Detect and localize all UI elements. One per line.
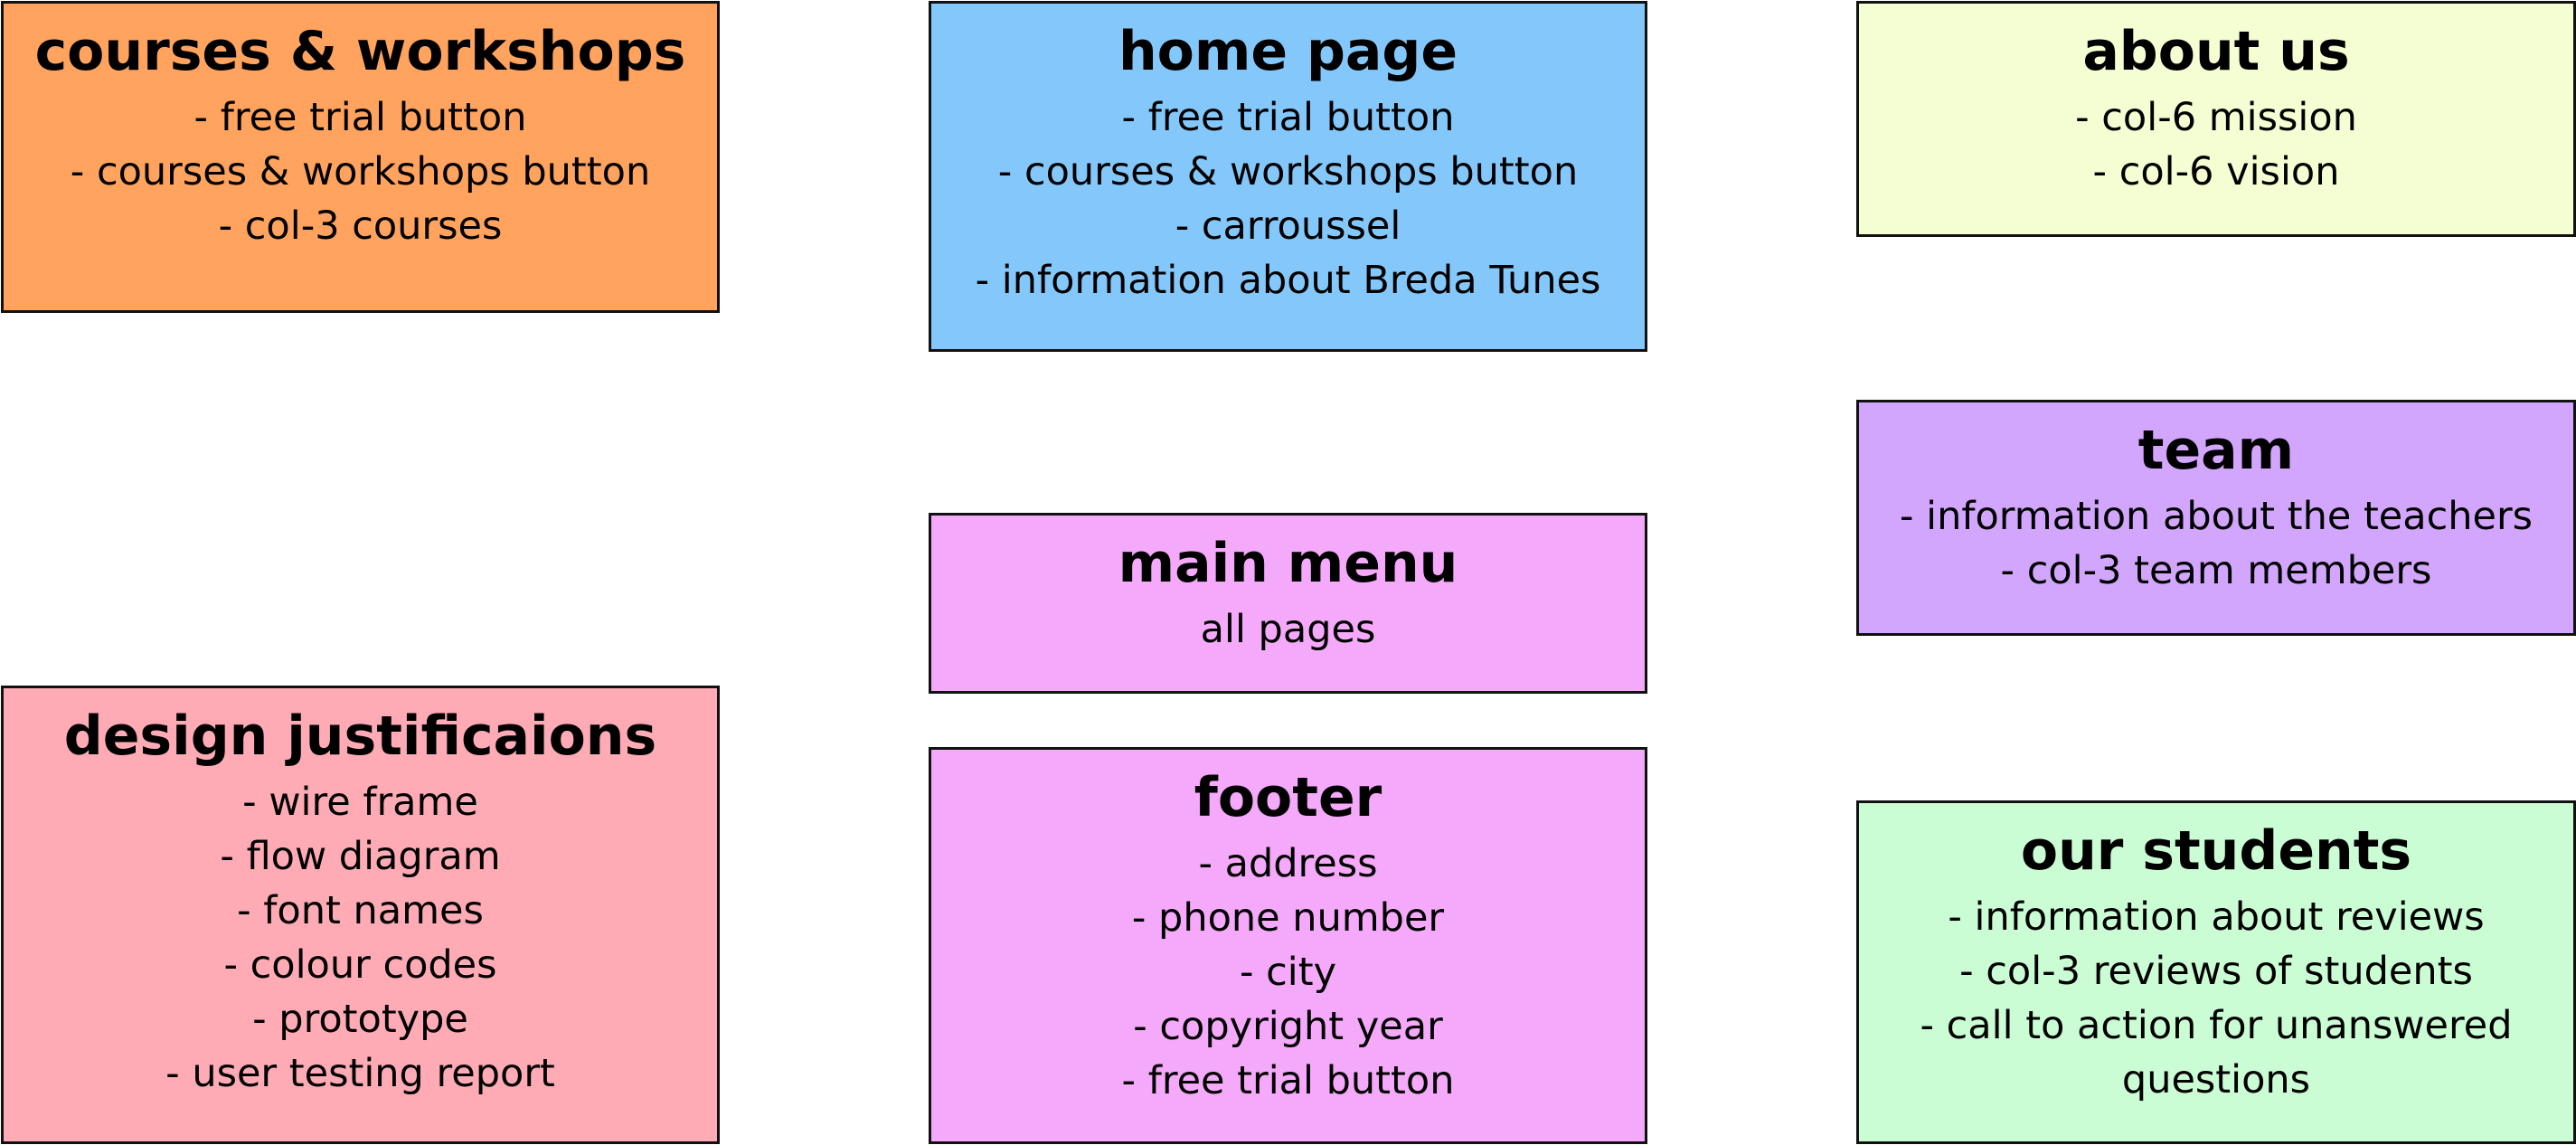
card-item-list: - information about reviews - col-3 revi…: [1859, 890, 2573, 1107]
list-item: all pages: [1200, 607, 1376, 652]
list-item: - col-3 reviews of students: [1959, 949, 2473, 994]
list-item: - free trial button: [193, 95, 527, 140]
list-item: - information about reviews: [1948, 894, 2485, 940]
list-item: - information about the teachers: [1899, 494, 2534, 539]
list-item: - city: [1239, 950, 1337, 995]
card-home-page: home page - free trial button - courses …: [929, 1, 1647, 352]
list-item: - flow diagram: [220, 834, 501, 879]
card-title: team: [2137, 419, 2295, 482]
list-item: - font names: [237, 888, 484, 933]
list-item: - address: [1198, 841, 1378, 886]
list-item: - free trial button: [1121, 1058, 1455, 1103]
card-title: about us: [2082, 20, 2350, 83]
list-item: - carroussel: [1175, 203, 1401, 249]
list-item: - courses & workshops button: [997, 149, 1579, 194]
list-item: - call to action for unanswered question…: [1920, 1003, 2513, 1102]
card-title: design justificaions: [63, 705, 657, 768]
list-item: - prototype: [252, 997, 468, 1042]
card-title: home page: [1118, 20, 1458, 83]
card-item-list: - free trial button - courses & workshop…: [4, 90, 717, 253]
card-item-list: - wire frame - flow diagram - font names…: [4, 775, 717, 1101]
list-item: - wire frame: [242, 780, 478, 825]
list-item: - user testing report: [165, 1051, 555, 1096]
card-title: footer: [1194, 766, 1382, 829]
card-courses-workshops: courses & workshops - free trial button …: [1, 1, 720, 313]
list-item: - information about Breda Tunes: [975, 258, 1601, 303]
list-item: - courses & workshops button: [70, 149, 651, 194]
card-item-list: - free trial button - courses & workshop…: [931, 90, 1645, 308]
card-title: our students: [2020, 819, 2412, 883]
card-item-list: - information about the teachers - col-3…: [1859, 489, 2573, 598]
list-item: - col-3 team members: [2000, 548, 2432, 593]
card-design-justifications: design justificaions - wire frame - flow…: [1, 686, 720, 1144]
card-about-us: about us - col-6 mission - col-6 vision: [1856, 1, 2576, 237]
card-item-list: - address - phone number - city - copyri…: [931, 837, 1645, 1108]
card-item-list: all pages: [931, 602, 1645, 657]
list-item: - copyright year: [1133, 1004, 1443, 1049]
card-item-list: - col-6 mission - col-6 vision: [1859, 90, 2573, 199]
list-item: - free trial button: [1121, 95, 1455, 140]
list-item: - col-6 vision: [2092, 149, 2340, 194]
card-team: team - information about the teachers - …: [1856, 400, 2576, 636]
list-item: - col-6 mission: [2075, 95, 2357, 140]
card-title: courses & workshops: [34, 20, 686, 83]
list-item: - phone number: [1131, 895, 1445, 941]
card-main-menu: main menu all pages: [929, 513, 1647, 694]
list-item: - colour codes: [223, 942, 497, 988]
card-title: main menu: [1118, 532, 1458, 595]
card-footer: footer - address - phone number - city -…: [929, 747, 1647, 1144]
list-item: - col-3 courses: [218, 203, 503, 249]
card-our-students: our students - information about reviews…: [1856, 800, 2576, 1144]
